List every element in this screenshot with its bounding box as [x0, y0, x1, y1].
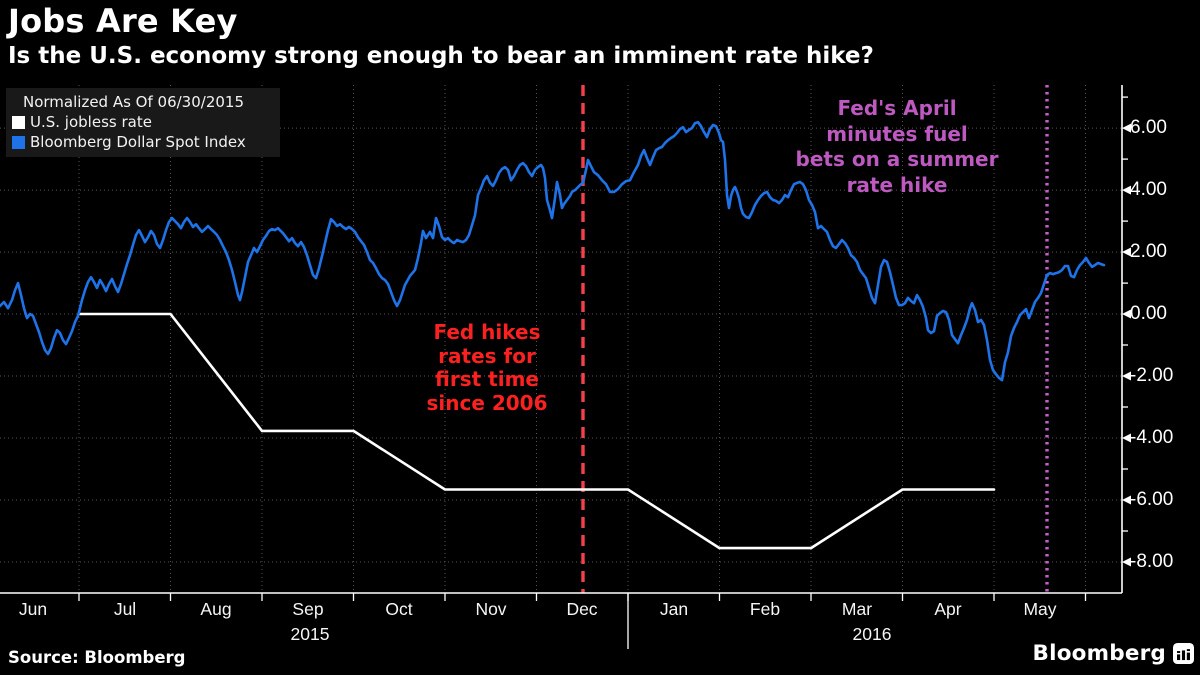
y-major-tick [1122, 557, 1131, 567]
legend-item-label: Bloomberg Dollar Spot Index [30, 133, 246, 151]
fed-hike-note: Fed hikes rates for first time since 2006 [337, 320, 637, 415]
annotation-line: Fed's April [837, 96, 957, 120]
source-label: Source: Bloomberg [8, 648, 186, 667]
y-major-tick [1122, 309, 1131, 319]
bloomberg-wordmark: Bloomberg [1032, 641, 1166, 666]
annotation-line: Fed hikes [433, 320, 541, 344]
x-axis-label: Jun [18, 599, 48, 619]
y-axis-label: 2.00 [1130, 241, 1167, 263]
page-title: Jobs Are Key [8, 2, 238, 40]
x-axis-label: Apr [934, 599, 962, 619]
y-axis-label: 4.00 [1130, 179, 1167, 201]
annotation-line: bets on a summer [795, 147, 999, 171]
x-axis-label: Feb [749, 599, 781, 619]
dollar-spot-index-line [0, 120, 1106, 382]
x-axis-label: Nov [475, 599, 507, 619]
year-label: 2016 [852, 624, 892, 644]
x-axis-label: Aug [200, 599, 232, 619]
y-axis-label: 6.00 [1130, 117, 1167, 139]
dollar-index-swatch-icon [12, 135, 25, 149]
bloomberg-logo: Bloomberg [1033, 641, 1194, 666]
x-axis-label: Jan [659, 599, 689, 619]
page-subtitle: Is the U.S. economy strong enough to bea… [8, 43, 874, 69]
x-axis-label: Dec [566, 599, 598, 619]
legend-item-dollar-index: Bloomberg Dollar Spot Index [12, 133, 280, 151]
x-axis-label: Jul [113, 599, 137, 619]
bloomberg-logo-icon [1173, 643, 1194, 664]
y-major-tick [1122, 185, 1131, 195]
annotation-line: since 2006 [426, 390, 548, 415]
y-axis-label: -6.00 [1130, 489, 1174, 511]
y-axis-label: -8.00 [1130, 551, 1174, 572]
x-axis-label: Oct [385, 599, 413, 619]
y-major-tick [1122, 123, 1131, 133]
y-axis-label: -2.00 [1130, 365, 1174, 387]
chart-legend: Normalized As Of 06/30/2015 U.S. jobless… [6, 88, 280, 157]
annotation-line: rate hike [846, 172, 948, 197]
y-axis-label: 0.00 [1130, 303, 1167, 325]
jobless-rate-swatch-icon [12, 115, 25, 129]
legend-item-jobless-rate: U.S. jobless rate [12, 113, 280, 131]
y-axis-label: -4.00 [1130, 427, 1174, 449]
legend-item-label: U.S. jobless rate [30, 113, 152, 131]
annotation-line: rates for [438, 343, 536, 368]
x-axis-label: May [1023, 599, 1057, 619]
y-major-tick [1122, 371, 1131, 381]
x-axis-label: Mar [841, 599, 873, 619]
annotation-line: first time [435, 367, 539, 391]
x-axis-label: Sep [292, 599, 324, 619]
april-minutes-note: Fed's April minutes fuel bets on a summer r… [747, 96, 1047, 198]
legend-title: Normalized As Of 06/30/2015 [23, 93, 244, 111]
y-major-tick [1122, 495, 1131, 505]
year-label: 2015 [290, 624, 330, 644]
y-major-tick [1122, 247, 1131, 257]
annotation-line: minutes fuel [826, 121, 968, 146]
jobless-rate-line [77, 312, 996, 550]
y-major-tick [1122, 433, 1131, 443]
